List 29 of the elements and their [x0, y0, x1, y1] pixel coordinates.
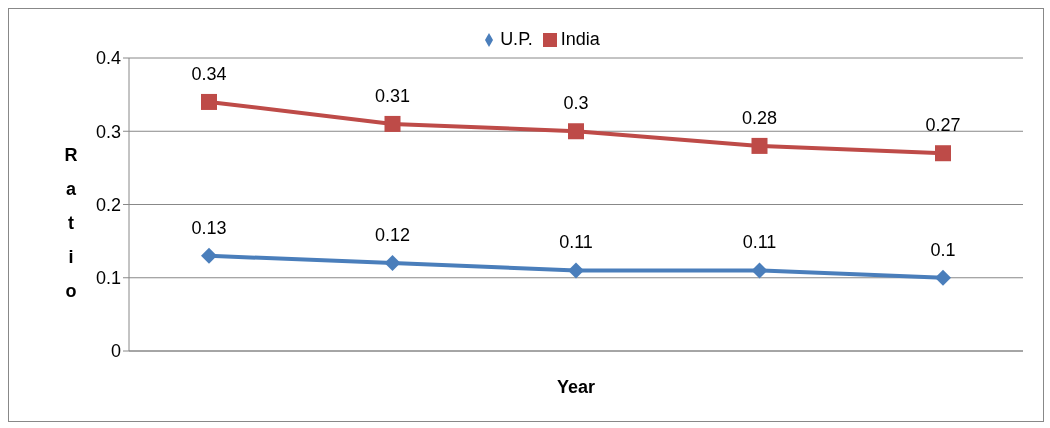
data-label: 0.31 — [374, 85, 411, 106]
point — [201, 93, 217, 110]
point — [384, 115, 401, 132]
data-label: 0.3 — [563, 93, 589, 114]
data-label: 0.27 — [925, 115, 961, 136]
y-tick-label: 0.4 — [95, 48, 121, 69]
point — [751, 137, 768, 154]
legend-label: India — [560, 29, 600, 49]
point — [935, 145, 951, 162]
data-label: 0.12 — [374, 225, 411, 246]
point — [568, 262, 584, 279]
point — [201, 247, 217, 264]
data-label: 0.28 — [741, 107, 778, 128]
legend-label: U.P. — [500, 29, 533, 49]
data-label: 0.34 — [191, 63, 227, 84]
data-label: 0.13 — [191, 217, 227, 238]
y-tick-label: 0.2 — [95, 194, 121, 215]
y-axis-title: Ratio — [64, 145, 78, 301]
point — [935, 269, 951, 286]
data-label: 0.11 — [742, 232, 777, 253]
y-tick-label: 0.1 — [95, 268, 121, 289]
y-tick-label: 0 — [110, 341, 121, 362]
data-label: 0.1 — [930, 239, 956, 260]
x-axis-title: Year — [556, 377, 596, 397]
point — [568, 123, 584, 140]
data-label: 0.11 — [559, 232, 593, 253]
point — [751, 262, 768, 279]
point — [384, 255, 401, 272]
y-tick-label: 0.3 — [95, 121, 121, 142]
